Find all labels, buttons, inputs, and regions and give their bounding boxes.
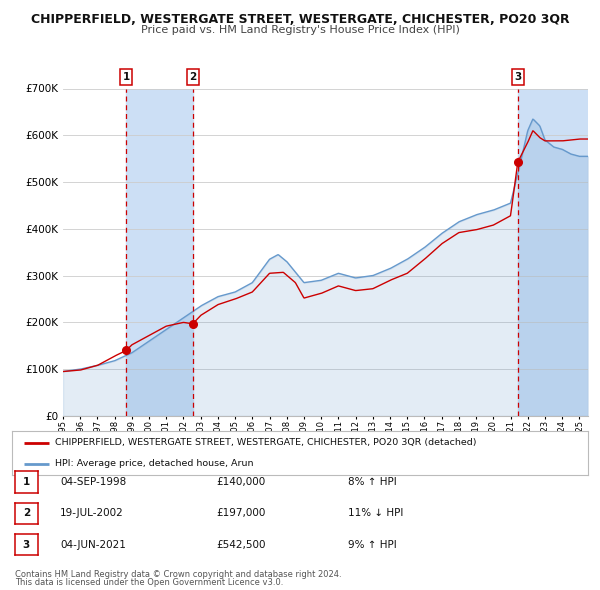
Text: 04-SEP-1998: 04-SEP-1998 [60, 477, 126, 487]
Text: 9% ↑ HPI: 9% ↑ HPI [348, 540, 397, 549]
Text: £197,000: £197,000 [216, 509, 265, 518]
Text: 8% ↑ HPI: 8% ↑ HPI [348, 477, 397, 487]
Text: 3: 3 [514, 72, 521, 82]
Text: This data is licensed under the Open Government Licence v3.0.: This data is licensed under the Open Gov… [15, 578, 283, 587]
Text: 1: 1 [23, 477, 30, 487]
Text: 3: 3 [23, 540, 30, 549]
Text: 2: 2 [189, 72, 196, 82]
Text: 2: 2 [23, 509, 30, 518]
Text: 19-JUL-2002: 19-JUL-2002 [60, 509, 124, 518]
Bar [126, 88, 193, 416]
Text: 11% ↓ HPI: 11% ↓ HPI [348, 509, 403, 518]
Text: Price paid vs. HM Land Registry's House Price Index (HPI): Price paid vs. HM Land Registry's House … [140, 25, 460, 35]
Text: £140,000: £140,000 [216, 477, 265, 487]
Text: CHIPPERFIELD, WESTERGATE STREET, WESTERGATE, CHICHESTER, PO20 3QR: CHIPPERFIELD, WESTERGATE STREET, WESTERG… [31, 13, 569, 26]
Text: 04-JUN-2021: 04-JUN-2021 [60, 540, 126, 549]
Text: HPI: Average price, detached house, Arun: HPI: Average price, detached house, Arun [55, 460, 254, 468]
Text: Contains HM Land Registry data © Crown copyright and database right 2024.: Contains HM Land Registry data © Crown c… [15, 571, 341, 579]
Bar [518, 88, 588, 416]
Text: CHIPPERFIELD, WESTERGATE STREET, WESTERGATE, CHICHESTER, PO20 3QR (detached): CHIPPERFIELD, WESTERGATE STREET, WESTERG… [55, 438, 476, 447]
Text: £542,500: £542,500 [216, 540, 265, 549]
Text: 1: 1 [122, 72, 130, 82]
